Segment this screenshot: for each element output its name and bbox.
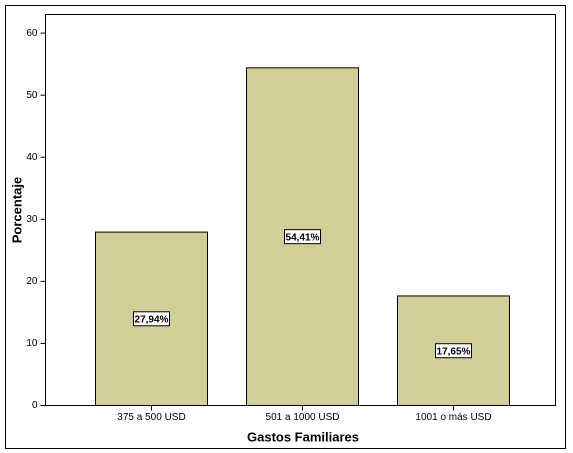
y-axis-title: Porcentaje — [9, 177, 24, 243]
value-label-box — [133, 311, 170, 327]
y-tick-label: 60 — [26, 28, 38, 39]
y-tick-label: 50 — [26, 90, 38, 101]
y-tick-label: 30 — [26, 214, 38, 225]
x-tick-label: 501 a 1000 USD — [266, 412, 340, 423]
y-tick-label: 0 — [32, 400, 38, 411]
x-axis-title: Gastos Familiares — [247, 429, 359, 444]
value-label: 27,94% — [135, 314, 169, 325]
value-label: 17,65% — [437, 346, 471, 357]
y-tick-label: 40 — [26, 152, 38, 163]
value-label-box — [435, 343, 472, 359]
value-label: 54,41% — [286, 232, 320, 243]
value-label-box — [284, 229, 321, 245]
x-tick-label: 375 a 500 USD — [117, 412, 185, 423]
x-tick-label: 1001 o más USD — [415, 412, 491, 423]
y-tick-label: 20 — [26, 276, 38, 287]
y-tick-label: 10 — [26, 338, 38, 349]
